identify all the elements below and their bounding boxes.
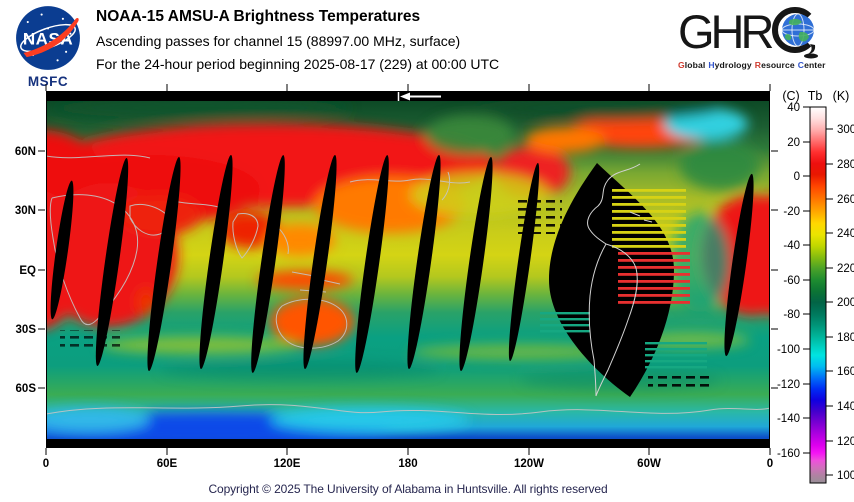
- lon-label: 120W: [514, 458, 544, 470]
- lat-label: 30N: [15, 205, 36, 217]
- lat-label: 60N: [15, 146, 36, 158]
- americas-coastline: [587, 163, 653, 397]
- kelvin-tick: 300: [837, 124, 854, 136]
- colorbar-ticks: [803, 106, 833, 476]
- colorbar-kelvin-scale: 300 280 260 240 220 200 180 160 140 120 …: [837, 124, 854, 482]
- map-frame: [46, 91, 770, 448]
- latitude-axis: 60N 30N EQ 30S 60S: [15, 146, 36, 395]
- coastlines: [46, 154, 770, 416]
- kelvin-tick: 120: [837, 436, 854, 448]
- celsius-tick: -60: [783, 275, 800, 287]
- colorbar-gradient: [809, 106, 827, 484]
- celsius-tick: 20: [787, 137, 800, 149]
- lon-label: 0: [767, 458, 773, 470]
- colorbar-celsius-scale: 40 20 0 -20 -40 -60 -80 -100 -120 -140 -…: [777, 102, 800, 460]
- lat-label: 60S: [16, 383, 37, 395]
- ghrc-globe-icon: [772, 6, 819, 59]
- lon-label: 60W: [637, 458, 661, 470]
- page-subtitle-channel: Ascending passes for channel 15 (88997.0…: [96, 33, 461, 49]
- ghrc-tagline-word: Global: [678, 60, 706, 70]
- ghrc-tagline-word: Resource: [754, 60, 795, 70]
- celsius-tick: -140: [777, 413, 800, 425]
- page-title: NOAA-15 AMSU-A Brightness Temperatures: [96, 8, 421, 25]
- nasa-logo-icon: NASA: [16, 6, 80, 70]
- colorbar-unit-k: (K): [833, 89, 850, 103]
- celsius-tick: -20: [783, 206, 800, 218]
- kelvin-tick: 220: [837, 263, 854, 275]
- celsius-tick: 40: [787, 102, 800, 114]
- lon-label: 0: [43, 458, 49, 470]
- scanline-stripes: [60, 186, 714, 392]
- kelvin-tick: 180: [837, 332, 854, 344]
- axis-ticks: [38, 84, 778, 455]
- celsius-tick: -160: [777, 448, 800, 460]
- ghrc-letters: GHR: [678, 5, 774, 58]
- ghrc-logo: GHR Global Hydrology Resource Center: [678, 4, 848, 70]
- kelvin-tick: 140: [837, 401, 854, 413]
- lat-label: EQ: [19, 265, 36, 277]
- celsius-tick: -80: [783, 309, 800, 321]
- nasa-msfc-block: NASA MSFC: [10, 5, 86, 89]
- colorbar-header: (C) Tb (K): [782, 89, 849, 103]
- kelvin-tick: 260: [837, 194, 854, 206]
- title-block: NOAA-15 AMSU-A Brightness Temperatures A…: [96, 8, 499, 79]
- kelvin-tick: 240: [837, 228, 854, 240]
- kelvin-tick: 280: [837, 159, 854, 171]
- pass-start-arrow-icon: [397, 92, 441, 101]
- bottom-nodata-band: [47, 439, 769, 448]
- lat-label: 30S: [16, 324, 37, 336]
- kelvin-tick: 200: [837, 297, 854, 309]
- celsius-tick: 0: [794, 171, 800, 183]
- nasa-logo-text: NASA: [23, 29, 73, 48]
- lon-label: 180: [398, 458, 417, 470]
- page-subtitle-period: For the 24-hour period beginning 2025-08…: [96, 56, 500, 72]
- map-image: [46, 91, 770, 448]
- colorbar-unit-c: (C): [782, 89, 799, 103]
- ghrc-tagline-word: Hydrology: [708, 60, 752, 70]
- copyright-notice: Copyright © 2025 The University of Alaba…: [208, 482, 608, 496]
- colorbar-quantity: Tb: [808, 89, 823, 103]
- celsius-tick: -100: [777, 344, 800, 356]
- celsius-tick: -40: [783, 240, 800, 252]
- kelvin-tick: 100: [837, 470, 854, 482]
- kelvin-tick: 160: [837, 366, 854, 378]
- lon-label: 60E: [157, 458, 178, 470]
- ghrc-tagline-word: Center: [797, 60, 826, 70]
- msfc-label: MSFC: [27, 74, 69, 89]
- longitude-axis: 0 60E 120E 180 120W 60W 0: [43, 458, 773, 470]
- swath-gap-streaks: [50, 155, 754, 373]
- lon-label: 120E: [274, 458, 301, 470]
- colorbar: (C) Tb (K) 40 20: [777, 89, 854, 484]
- celsius-tick: -120: [777, 379, 800, 391]
- ghrc-tagline: Global Hydrology Resource Center: [678, 60, 848, 70]
